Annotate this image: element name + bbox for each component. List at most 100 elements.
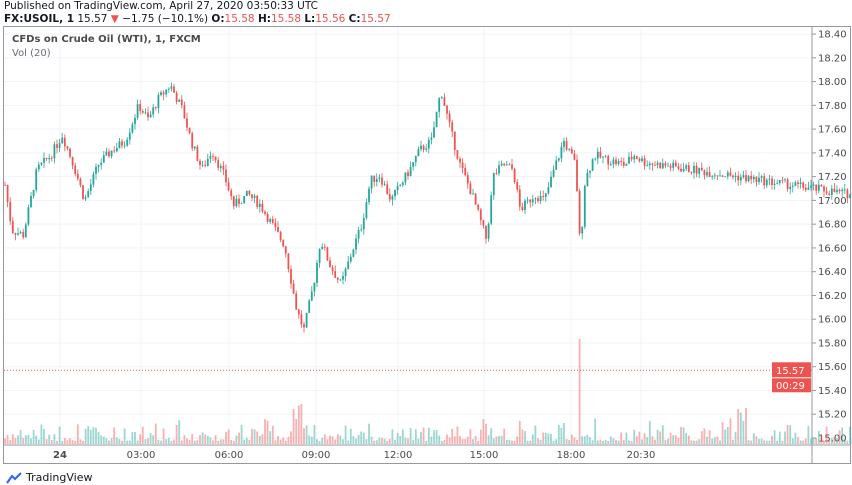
volume-bar [503, 428, 506, 444]
volume-bar [139, 434, 142, 444]
volume-bar [500, 435, 503, 444]
candle-body [295, 293, 298, 310]
volume-bar [61, 440, 64, 444]
candle-body [776, 183, 779, 184]
candle-body [396, 185, 399, 191]
symbol-name[interactable]: FX:USOIL, 1 [4, 13, 75, 25]
candle-body [336, 277, 339, 280]
volume-bar [732, 439, 734, 444]
volume-bar [209, 437, 212, 444]
volume-bar [492, 438, 495, 444]
candle-body [568, 148, 571, 150]
volume-bar [526, 440, 529, 444]
volume-bar [750, 440, 753, 444]
volume-bar [420, 431, 422, 444]
volume-bar [612, 438, 615, 444]
volume-bar [651, 436, 654, 444]
candle-body [173, 86, 175, 93]
candle-body [66, 146, 69, 149]
volume-bar [747, 440, 750, 444]
candle-body [732, 175, 734, 178]
y-tick-label: 16.80 [818, 220, 847, 231]
volume-bar [144, 439, 147, 444]
candle-body [516, 182, 519, 190]
volume-bar [381, 437, 383, 444]
volume-bar [170, 440, 173, 444]
volume-bar [105, 438, 108, 444]
candle-body [459, 158, 461, 163]
volume-bar [784, 431, 786, 444]
candle-body [378, 177, 381, 179]
volume-bar [394, 439, 396, 444]
candle-body [456, 150, 459, 159]
candle-body [404, 172, 407, 183]
volume-bar [157, 440, 160, 444]
candle-body [251, 194, 253, 198]
volume-bar [53, 434, 56, 444]
candle-body [703, 170, 706, 176]
volume-bar [141, 426, 144, 444]
x-tick-label: 24 [53, 450, 67, 461]
candle-body [139, 104, 142, 111]
volume-bar [108, 440, 110, 444]
candle-body [529, 199, 532, 203]
candle-body [802, 182, 805, 188]
candle-body [589, 170, 591, 173]
volume-bar [456, 426, 459, 444]
volume-bar [32, 429, 35, 444]
candle-body [667, 165, 669, 167]
volume-bar [451, 428, 454, 444]
tradingview-logo[interactable]: TradingView [6, 471, 92, 484]
volume-bar [763, 440, 766, 444]
volume-bar [516, 436, 519, 444]
volume-bar [802, 440, 805, 444]
volume-bar [240, 424, 243, 444]
y-tick-label: 16.40 [818, 267, 847, 278]
y-tick-label: 17.60 [818, 125, 847, 136]
candle-body [329, 260, 331, 268]
volume-bar [693, 440, 695, 444]
volume-bar [810, 438, 812, 444]
volume-bar [641, 439, 643, 444]
candle-body [284, 246, 287, 254]
volume-bar [378, 437, 381, 444]
volume-bar [79, 439, 82, 444]
candle-body [201, 164, 204, 166]
candle-body [708, 172, 711, 177]
candle-body [45, 157, 48, 160]
candle-body [196, 146, 199, 161]
open-value: 15.58 [224, 13, 255, 25]
volume-bar [430, 436, 433, 444]
candle-body [209, 156, 212, 159]
candle-body [149, 114, 152, 118]
candle-body [789, 186, 792, 190]
volume-bar [188, 440, 191, 444]
candle-body [685, 165, 688, 169]
volume-bar [466, 436, 469, 444]
volume-bar [490, 428, 493, 444]
volume-bar [82, 440, 84, 444]
candle-body [373, 175, 376, 182]
candle-body [635, 156, 638, 159]
candle-body [253, 195, 256, 198]
candle-body [737, 175, 740, 181]
open-label: O: [211, 13, 225, 25]
volume-bar [235, 435, 238, 444]
volume-bar [752, 433, 755, 444]
candle-body [347, 261, 350, 269]
volume-bar [781, 440, 784, 444]
volume-bar [126, 440, 129, 444]
volume-bar [4, 438, 6, 444]
volume-bar [518, 420, 521, 444]
candle-body [833, 188, 836, 193]
candle-body [435, 111, 438, 128]
volume-bar [191, 433, 194, 444]
candle-body [282, 240, 285, 247]
volume-bar [290, 431, 292, 444]
volume-bar [360, 431, 363, 444]
candle-body [53, 144, 56, 159]
candle-body [165, 89, 168, 95]
volume-bar [357, 435, 360, 444]
volume-bar [448, 437, 451, 444]
